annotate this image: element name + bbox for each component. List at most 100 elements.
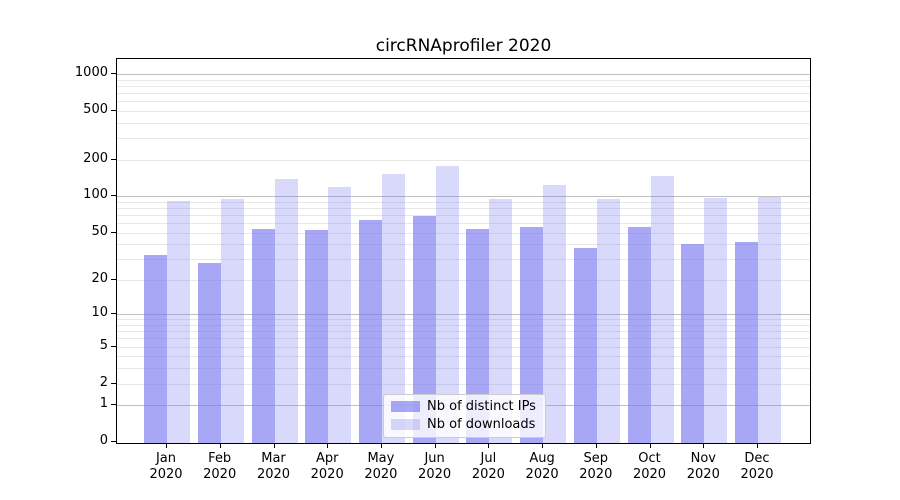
- bar-downloads-nov: [704, 198, 728, 443]
- y-tick-mark: [111, 313, 116, 315]
- x-tick-label-sep: Sep 2020: [564, 451, 628, 483]
- x-tick-mark: [542, 444, 544, 448]
- y-tick-label: 0: [99, 433, 108, 448]
- x-tick-mark: [380, 444, 382, 448]
- y-tick-label: 5: [99, 337, 108, 353]
- bar-distinct-ips-jun: [412, 216, 436, 443]
- y-tick-mark: [111, 441, 116, 442]
- x-tick-label-mar: Mar 2020: [242, 451, 306, 483]
- bar-downloads-jun: [435, 165, 459, 443]
- x-tick-month: Dec: [744, 451, 770, 466]
- x-tick-year: 2020: [740, 467, 774, 482]
- gridline-minor: [117, 122, 810, 124]
- x-tick-label-jan: Jan 2020: [134, 451, 198, 483]
- x-tick-label-nov: Nov 2020: [671, 451, 735, 483]
- x-tick-year: 2020: [525, 467, 559, 482]
- x-tick-mark: [219, 444, 221, 448]
- bar-downloads-mar: [274, 179, 298, 443]
- gridline-minor: [117, 325, 810, 326]
- x-tick-label-apr: Apr 2020: [295, 451, 359, 483]
- bar-downloads-jul: [489, 199, 513, 443]
- bar-downloads-feb: [220, 199, 244, 443]
- gridline-minor: [117, 79, 810, 81]
- y-tick-label: 200: [83, 150, 108, 166]
- y-tick-label: 500: [83, 101, 108, 117]
- gridline-minor: [117, 259, 810, 261]
- x-tick-month: Mar: [261, 451, 286, 466]
- gridline-minor: [117, 368, 810, 370]
- gridline-minor: [117, 346, 810, 348]
- gridline-minor: [117, 110, 810, 112]
- x-tick-label-aug: Aug 2020: [510, 451, 574, 483]
- gridline-minor: [117, 101, 810, 103]
- x-tick-year: 2020: [579, 467, 613, 482]
- legend: Nb of distinct IPs Nb of downloads: [383, 394, 546, 438]
- bar-downloads-dec: [758, 196, 781, 443]
- legend-label: Nb of distinct IPs: [427, 399, 536, 414]
- y-tick-label: 20: [91, 270, 108, 286]
- x-tick-year: 2020: [364, 467, 398, 482]
- bar-distinct-ips-may: [358, 220, 382, 443]
- legend-row-downloads: Nb of downloads: [391, 417, 536, 432]
- gridline-major: [117, 314, 810, 316]
- y-tick-mark: [111, 158, 116, 160]
- x-tick-year: 2020: [203, 467, 237, 482]
- x-tick-mark: [327, 444, 329, 448]
- bar-downloads-apr: [328, 187, 352, 443]
- x-tick-label-jul: Jul 2020: [456, 451, 520, 483]
- gridline-major: [117, 74, 810, 75]
- bar-distinct-ips-apr: [305, 229, 329, 443]
- y-tick-mark: [111, 109, 116, 111]
- bar-distinct-ips-feb: [197, 262, 221, 443]
- gridline-minor: [117, 214, 810, 216]
- bar-downloads-may: [381, 174, 405, 443]
- y-tick-label: 50: [91, 223, 108, 239]
- x-tick-month: Oct: [638, 451, 661, 466]
- x-tick-mark: [273, 444, 275, 448]
- bar-distinct-ips-mar: [251, 228, 275, 443]
- gridline-minor: [117, 85, 810, 87]
- y-tick-mark: [111, 278, 116, 280]
- y-tick-mark: [111, 382, 116, 384]
- y-tick-mark: [111, 231, 116, 233]
- y-tick-label: 1: [99, 396, 108, 412]
- gridline-minor: [117, 207, 810, 209]
- x-tick-mark: [595, 444, 597, 448]
- x-tick-month: Nov: [690, 451, 716, 466]
- gridline-minor: [117, 244, 810, 246]
- y-tick-label: 1000: [74, 65, 108, 80]
- bar-downloads-jan: [167, 200, 190, 443]
- x-tick-mark: [488, 444, 490, 448]
- bar-downloads-sep: [596, 199, 620, 443]
- bar-distinct-ips-dec: [735, 242, 758, 443]
- x-tick-year: 2020: [256, 467, 291, 482]
- bar-distinct-ips-sep: [573, 247, 597, 443]
- y-tick-label: 100: [83, 187, 108, 203]
- bar-downloads-oct: [650, 175, 674, 443]
- gridline-minor: [117, 319, 810, 321]
- y-tick-mark: [111, 345, 116, 347]
- chart-title: circRNAprofiler 2020: [375, 36, 552, 56]
- x-tick-mark: [434, 444, 436, 448]
- gridline-minor: [117, 331, 810, 333]
- x-tick-month: May: [367, 451, 395, 466]
- legend-label: Nb of downloads: [427, 417, 536, 432]
- gridline-minor: [117, 232, 810, 234]
- x-tick-label-dec: Dec 2020: [725, 451, 789, 483]
- y-tick-mark: [111, 195, 116, 197]
- legend-swatch-icon: [391, 401, 420, 412]
- x-tick-month: Jan: [155, 451, 177, 466]
- bar-distinct-ips-nov: [681, 243, 705, 443]
- y-tick-label: 10: [91, 305, 108, 321]
- x-tick-month: Aug: [529, 451, 555, 466]
- x-tick-year: 2020: [418, 467, 452, 482]
- bar-distinct-ips-jan: [144, 255, 167, 443]
- x-tick-mark: [166, 444, 167, 448]
- plot-area: [116, 58, 811, 444]
- y-tick-label: 2: [99, 374, 108, 390]
- x-tick-label-oct: Oct 2020: [618, 451, 682, 483]
- x-tick-month: Sep: [583, 451, 609, 466]
- x-tick-mark: [703, 444, 705, 448]
- y-tick-mark: [111, 404, 116, 406]
